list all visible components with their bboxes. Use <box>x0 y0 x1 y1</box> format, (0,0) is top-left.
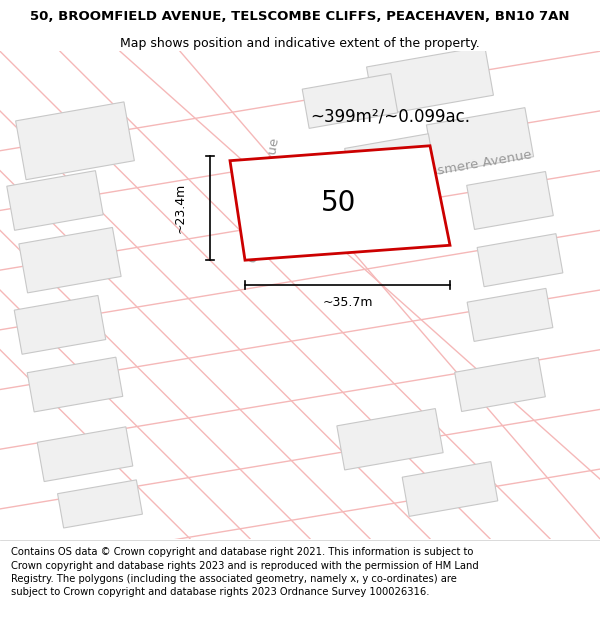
Text: ~35.7m: ~35.7m <box>322 296 373 309</box>
Polygon shape <box>230 146 450 260</box>
Polygon shape <box>455 357 545 411</box>
Polygon shape <box>477 234 563 287</box>
Text: ~399m²/~0.099ac.: ~399m²/~0.099ac. <box>310 108 470 126</box>
Text: Grassmere Avenue: Grassmere Avenue <box>407 148 533 183</box>
Polygon shape <box>37 427 133 481</box>
Polygon shape <box>16 102 134 179</box>
Polygon shape <box>467 288 553 341</box>
Polygon shape <box>467 171 553 229</box>
Polygon shape <box>427 107 533 174</box>
Text: Contains OS data © Crown copyright and database right 2021. This information is : Contains OS data © Crown copyright and d… <box>11 548 479 597</box>
Text: 50, BROOMFIELD AVENUE, TELSCOMBE CLIFFS, PEACEHAVEN, BN10 7AN: 50, BROOMFIELD AVENUE, TELSCOMBE CLIFFS,… <box>30 10 570 23</box>
Polygon shape <box>27 357 123 412</box>
Text: Grassmere Avenue: Grassmere Avenue <box>248 138 283 264</box>
Polygon shape <box>14 296 106 354</box>
Polygon shape <box>367 46 493 116</box>
Polygon shape <box>344 134 436 188</box>
Text: Map shows position and indicative extent of the property.: Map shows position and indicative extent… <box>120 37 480 50</box>
Polygon shape <box>402 462 498 516</box>
Polygon shape <box>337 409 443 470</box>
Polygon shape <box>19 228 121 293</box>
Text: ~23.4m: ~23.4m <box>173 183 187 233</box>
Polygon shape <box>302 74 398 128</box>
Polygon shape <box>58 480 142 528</box>
Text: 50: 50 <box>321 189 356 217</box>
Polygon shape <box>7 171 103 230</box>
